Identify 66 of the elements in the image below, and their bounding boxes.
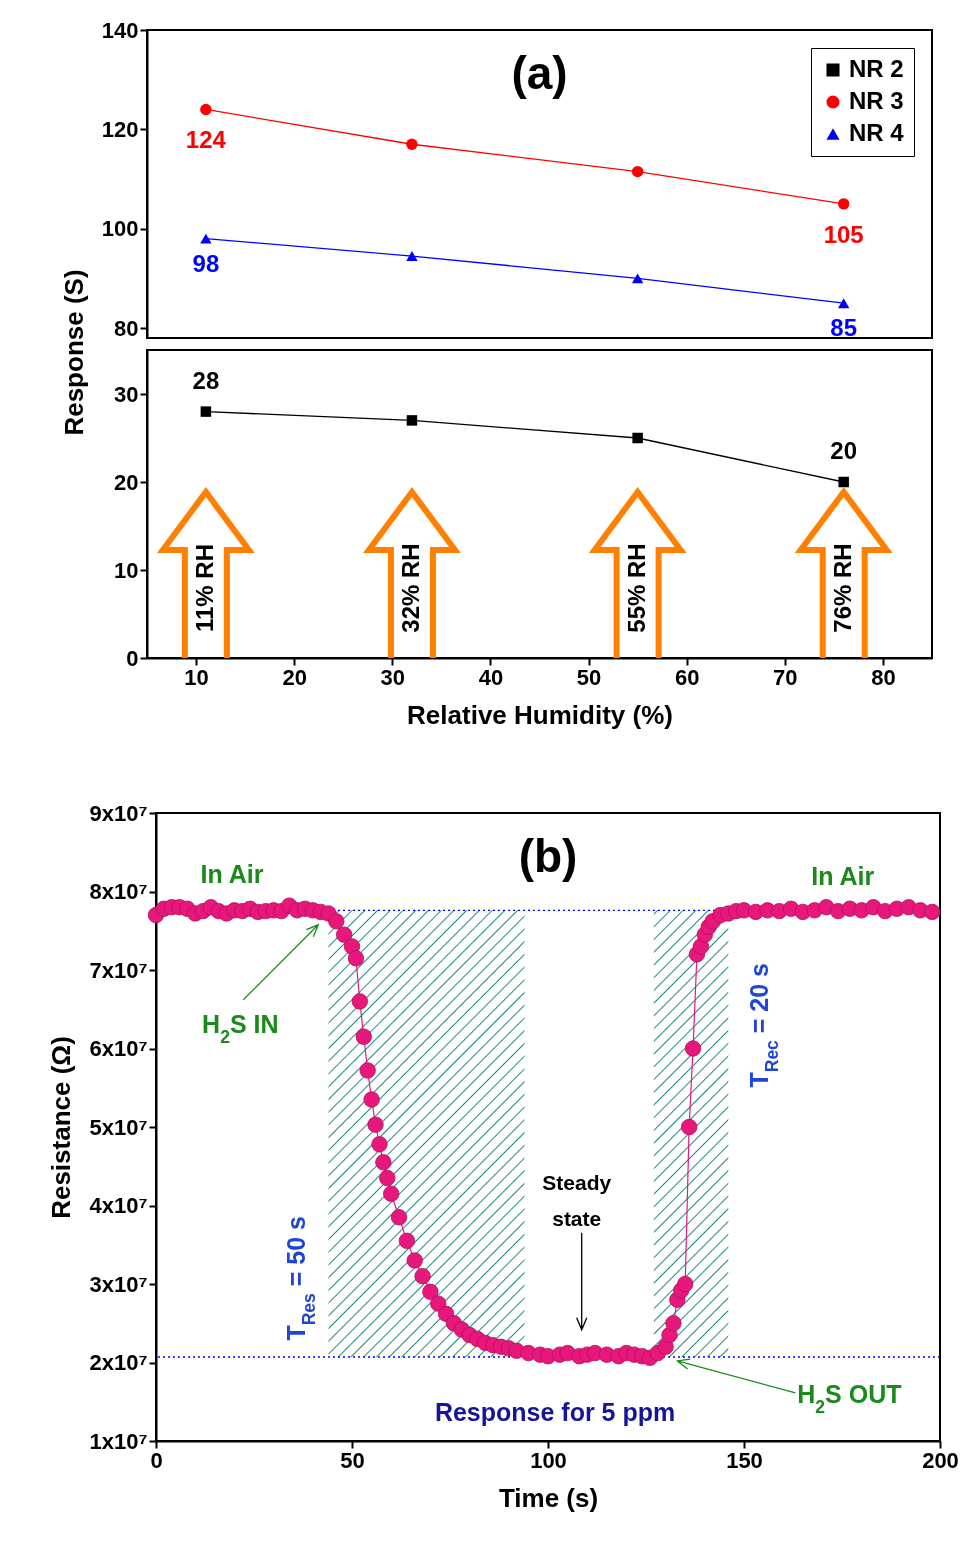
legend-label: NR 3 bbox=[849, 87, 904, 114]
data-label: 20 bbox=[830, 437, 858, 464]
x-tick-label: 100 bbox=[530, 1447, 567, 1473]
annotation: Response for 5 ppm bbox=[434, 1397, 676, 1426]
annotation: 76% RH bbox=[828, 543, 856, 633]
legend-label: NR 4 bbox=[849, 119, 905, 146]
x-tick-label: 50 bbox=[576, 664, 602, 690]
data-label: 105 bbox=[823, 220, 864, 248]
x-tick-label: 150 bbox=[726, 1447, 763, 1473]
y-tick-label: 7x10⁷ bbox=[89, 957, 148, 983]
x-tick-label: 30 bbox=[380, 664, 406, 690]
annotation: Steady state bbox=[542, 1170, 612, 1230]
annotation: In Air bbox=[200, 860, 264, 889]
x-tick-label: 20 bbox=[282, 664, 307, 690]
point bbox=[631, 273, 644, 284]
x-tick-label: 70 bbox=[773, 664, 798, 690]
annotation: H$_{2}$S IN bbox=[202, 1009, 279, 1047]
point bbox=[200, 103, 212, 116]
y-tick-label: 6x10⁷ bbox=[89, 1036, 148, 1061]
y-tick-label: 1x10⁷ bbox=[89, 1428, 148, 1454]
y-tick-label: 2x10⁷ bbox=[89, 1350, 148, 1375]
x-tick-label: 80 bbox=[871, 664, 896, 690]
data-label: 124 bbox=[185, 126, 227, 154]
point bbox=[632, 432, 643, 444]
legend-label: NR 2 bbox=[849, 55, 904, 82]
point bbox=[200, 406, 212, 417]
y-tick-label: 120 bbox=[101, 116, 139, 142]
x-tick-label: 60 bbox=[674, 664, 700, 690]
y-tick-label: 4x10⁷ bbox=[89, 1193, 148, 1218]
y-tick-label: 20 bbox=[114, 469, 139, 495]
annotation: 55% RH bbox=[622, 543, 650, 633]
y-tick-label: 0 bbox=[126, 645, 139, 671]
point bbox=[837, 198, 850, 210]
y-tick-label: 140 bbox=[101, 17, 139, 43]
point bbox=[406, 138, 418, 150]
point bbox=[631, 165, 644, 178]
annotation: In Air bbox=[811, 862, 875, 891]
y-tick-label: 3x10⁷ bbox=[89, 1271, 148, 1297]
chart-title: (b) bbox=[518, 830, 578, 882]
y-axis-title: Response (S) bbox=[58, 269, 89, 436]
y-tick-label: 10 bbox=[114, 557, 139, 583]
data-label: 28 bbox=[192, 366, 220, 394]
y-tick-label: 5x10⁷ bbox=[89, 1114, 148, 1140]
point bbox=[838, 476, 849, 488]
y-tick-label: 9x10⁷ bbox=[89, 800, 148, 826]
y-tick-label: 100 bbox=[101, 216, 139, 242]
annotation: 11% RH bbox=[190, 543, 218, 633]
point bbox=[837, 298, 850, 309]
point bbox=[406, 251, 418, 261]
x-tick-label: 10 bbox=[184, 664, 209, 690]
chart-title: (a) bbox=[511, 47, 568, 99]
point bbox=[406, 415, 418, 426]
y-tick-label: 30 bbox=[114, 381, 139, 407]
annotation: 32% RH bbox=[396, 543, 424, 633]
x-tick-label: 200 bbox=[922, 1447, 959, 1473]
data-label: 98 bbox=[192, 249, 220, 277]
x-axis-title: Time (s) bbox=[498, 1482, 599, 1513]
y-tick-label: 80 bbox=[114, 315, 139, 341]
x-tick-label: 50 bbox=[340, 1447, 365, 1473]
annotation: H$_{2}$S OUT bbox=[797, 1379, 902, 1417]
data-label: 85 bbox=[830, 314, 858, 342]
y-tick-label: 8x10⁷ bbox=[89, 879, 148, 904]
x-axis-title: Relative Humidity (%) bbox=[407, 699, 673, 730]
point bbox=[200, 233, 212, 244]
x-tick-label: 40 bbox=[478, 664, 504, 690]
y-axis-title: Resistance (Ω) bbox=[46, 1036, 77, 1219]
